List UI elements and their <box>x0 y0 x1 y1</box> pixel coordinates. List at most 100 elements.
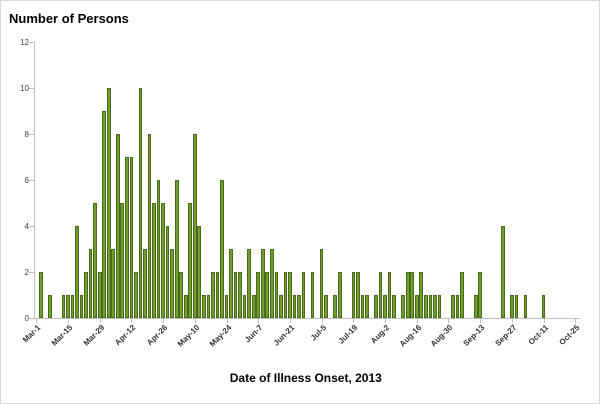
bar <box>401 295 406 318</box>
bar <box>269 249 274 318</box>
bar <box>125 157 129 318</box>
bar <box>292 295 297 318</box>
bar <box>129 157 134 318</box>
bar <box>392 295 396 318</box>
bar <box>152 203 156 318</box>
bar <box>220 180 224 318</box>
bar <box>233 272 238 318</box>
bar <box>333 295 338 318</box>
bar <box>423 295 428 318</box>
bar <box>202 295 206 318</box>
y-axis-tick-label: 4 <box>24 221 29 231</box>
bar <box>106 88 111 318</box>
bar <box>414 295 419 318</box>
bar <box>224 295 229 318</box>
bar <box>310 272 315 318</box>
y-axis-tick-label: 6 <box>24 175 29 185</box>
y-axis-tick-label: 8 <box>24 129 29 139</box>
x-axis-tick <box>226 319 228 323</box>
bar <box>383 295 387 318</box>
y-axis-tick <box>29 272 34 273</box>
bar <box>179 272 184 318</box>
bar <box>251 295 256 318</box>
x-axis-tick <box>416 319 418 323</box>
x-axis-tick <box>131 319 133 323</box>
y-axis-tick <box>29 134 34 135</box>
bar <box>143 249 147 318</box>
bar <box>510 295 514 318</box>
bar <box>120 203 125 318</box>
bar <box>351 272 356 318</box>
bar <box>419 272 424 318</box>
x-axis-tick <box>575 319 577 323</box>
bar <box>378 272 383 318</box>
bar <box>242 295 247 318</box>
y-axis-tick-label: 12 <box>20 37 29 47</box>
bar <box>387 272 392 318</box>
bar <box>229 249 233 318</box>
y-axis-tick-label: 10 <box>20 83 29 93</box>
y-axis-tick-label: 0 <box>24 313 29 323</box>
bar <box>541 295 546 318</box>
bar <box>215 272 220 318</box>
bar <box>206 295 211 318</box>
bar <box>455 295 460 318</box>
bar <box>433 295 437 318</box>
bar <box>192 134 197 318</box>
y-axis-line <box>34 42 35 318</box>
bar <box>365 295 369 318</box>
x-axis-tick <box>511 319 513 323</box>
y-axis-tick-label: 2 <box>24 267 29 277</box>
chart-title: Number of Persons <box>9 11 129 26</box>
bar <box>188 203 193 318</box>
bar <box>405 272 410 318</box>
x-axis-tick <box>36 319 38 323</box>
bar <box>70 295 75 318</box>
bar <box>374 295 378 318</box>
bar <box>473 295 478 318</box>
bar <box>88 249 93 318</box>
x-axis-tick <box>480 319 482 323</box>
x-axis-tick <box>448 319 450 323</box>
bar <box>360 295 365 318</box>
x-axis-tick <box>321 319 323 323</box>
bar <box>428 295 433 318</box>
bar <box>437 295 442 318</box>
y-axis-tick <box>29 318 34 319</box>
bar <box>170 249 174 318</box>
bar <box>337 272 342 318</box>
y-axis-tick <box>29 226 34 227</box>
x-axis-title: Date of Illness Onset, 2013 <box>229 371 382 385</box>
bar <box>75 226 79 318</box>
bar <box>79 295 84 318</box>
bar <box>514 295 519 318</box>
bar <box>138 88 143 318</box>
x-axis-line <box>34 318 580 319</box>
bar <box>111 249 116 318</box>
x-axis-tick <box>258 319 260 323</box>
x-axis-tick <box>543 319 545 323</box>
bar <box>265 272 270 318</box>
bar <box>48 295 52 318</box>
bar <box>93 203 97 318</box>
x-axis-tick <box>289 319 291 323</box>
bar <box>288 272 292 318</box>
y-axis-tick <box>29 180 34 181</box>
bar <box>61 295 66 318</box>
bar <box>102 111 107 318</box>
bar <box>324 295 329 318</box>
bar <box>451 295 455 318</box>
bar <box>134 272 138 318</box>
bar <box>523 295 528 318</box>
bar <box>174 180 179 318</box>
bar <box>165 226 170 318</box>
bar <box>301 272 306 318</box>
x-axis-tick <box>194 319 196 323</box>
x-axis-tick <box>353 319 355 323</box>
bar <box>283 272 288 318</box>
bar <box>256 272 261 318</box>
bar <box>161 203 165 318</box>
bar <box>66 295 70 318</box>
